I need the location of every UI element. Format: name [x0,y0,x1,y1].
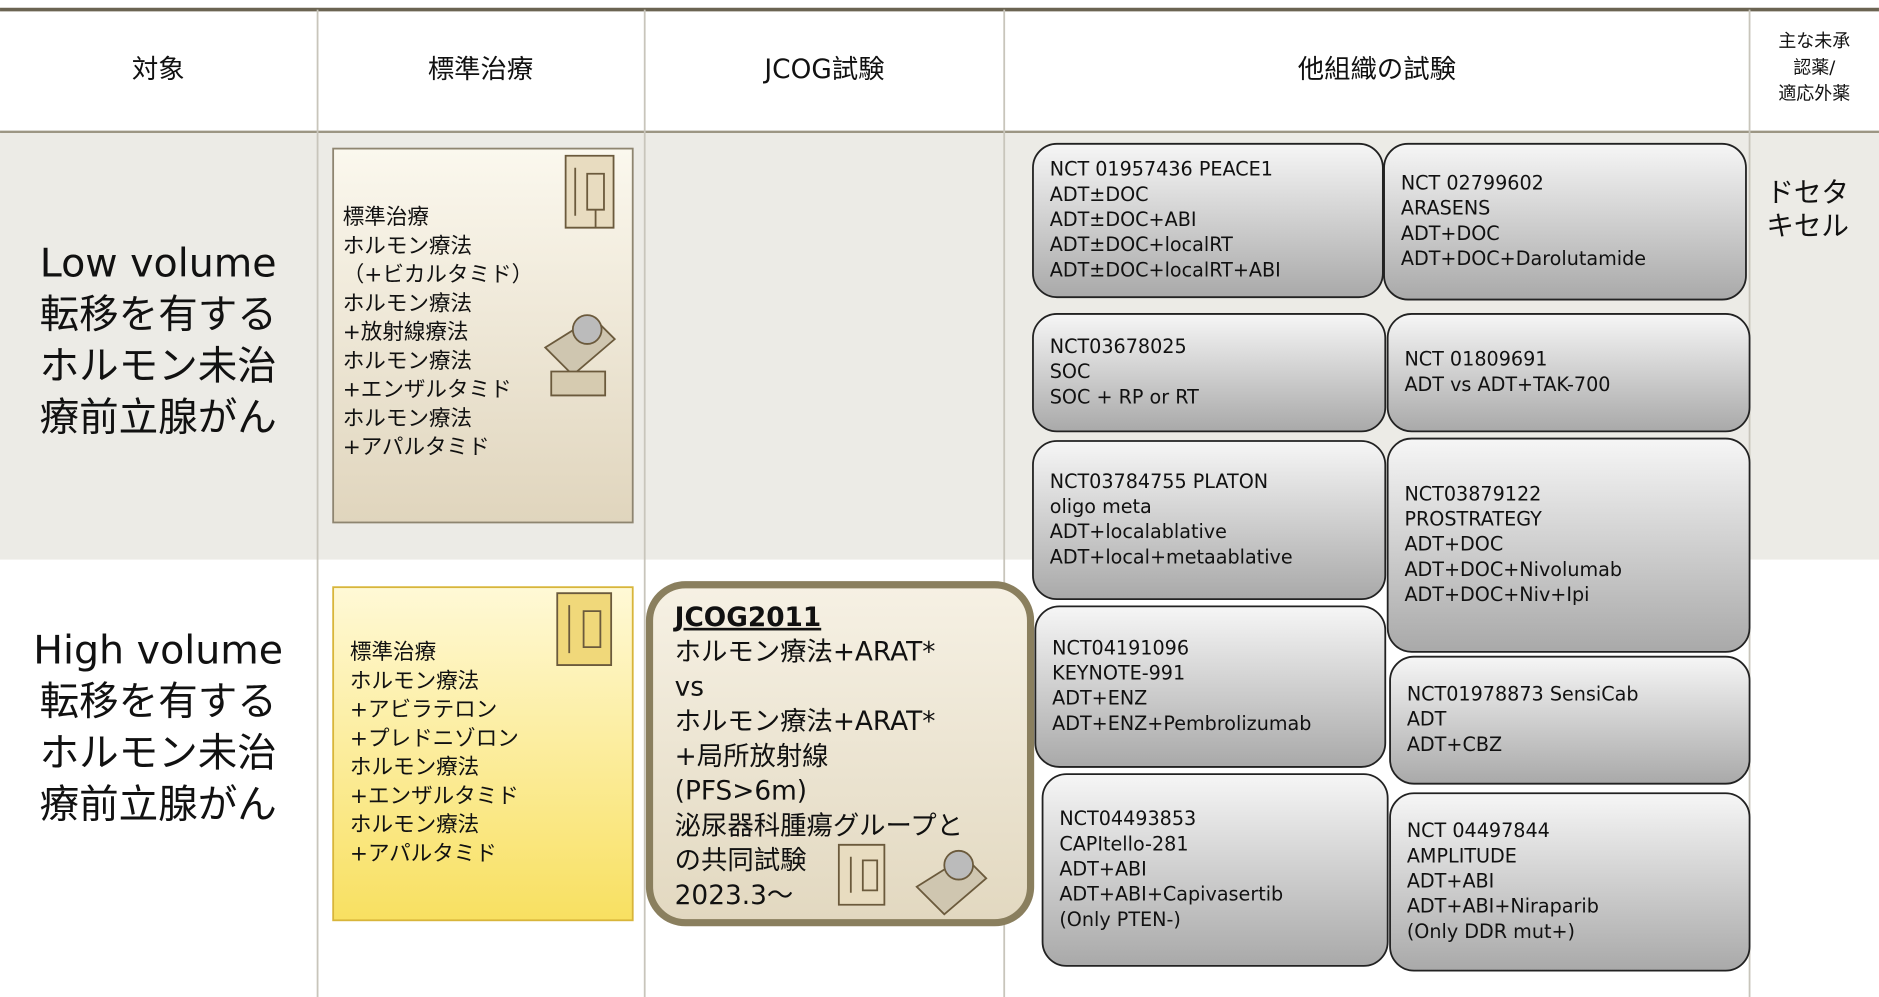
trial-text: NCT 01809691 [1404,348,1547,371]
jcog-text: の共同試験 [675,846,807,876]
standard-text: ホルモン療法 [343,291,472,316]
trial-text: NCT03784755 PLATON [1050,470,1268,493]
standard-text: ホルモン療法 [343,406,472,431]
icons [543,154,988,916]
trial-text: ADT±DOC+localRT [1050,233,1233,256]
trial-box [1389,792,1751,972]
unapproved-text: ドセタ [1766,177,1849,209]
trial-box [1386,313,1751,433]
trial-text: NCT04493853 [1059,807,1196,830]
trial-text: NCT 01957436 PEACE1 [1050,158,1273,181]
trial-text: NCT03678025 [1050,335,1187,358]
jcog-text: ホルモン療法+ARAT* [675,707,936,737]
column-header: 認薬/ [1793,57,1836,78]
standard-text: ホルモン療法 [343,234,472,259]
target-label: High volume [33,628,283,674]
standard-text: +アパルタミド [343,435,490,460]
jcog-text: ホルモン療法+ARAT* [675,638,936,668]
trial-text: ADT+DOC+Darolutamide [1401,247,1646,270]
column-header: 主な未承 [1778,31,1850,52]
trial-text: PROSTRATEGY [1404,508,1542,531]
trial-text: (Only PTEN-) [1059,908,1181,931]
target-label: ホルモン未治 [40,344,277,390]
trial-text: ADT±DOC+ABI [1050,208,1197,231]
trial-box [1383,142,1747,301]
target-label: 療前立腺がん [40,395,277,441]
unapproved-text: キセル [1766,211,1849,243]
column-header: 対象 [132,55,185,85]
trial-text: KEYNOTE-991 [1052,662,1185,685]
standard-text: +エンザルタミド [343,378,512,403]
standard-text: +アビラテロン [350,698,497,723]
trial-text: ADT+ABI [1407,869,1495,892]
trial-text: ADT+ABI [1059,857,1147,880]
trial-text: AMPLITUDE [1407,844,1517,867]
target-label: Low volume [40,241,277,287]
trial-text: ADT+DOC [1404,533,1503,556]
jcog-text: (PFS>6m) [675,777,807,807]
jcog-text: +局所放射線 [675,742,829,772]
standard-text: 標準治療 [343,205,429,230]
standard-text: ホルモン療法 [350,813,479,838]
target-label: 療前立腺がん [40,782,277,828]
trial-text: ADT vs ADT+TAK-700 [1404,373,1610,396]
column-header: 他組織の試験 [1298,55,1456,85]
trial-text: ADT [1407,708,1447,731]
jcog-text: vs [675,672,704,702]
trial-text: ADT+ENZ+Pembrolizumab [1052,712,1311,735]
trial-text: ADT+DOC+Niv+Ipi [1404,583,1589,606]
jcog-title: JCOG2011 [673,603,822,633]
trial-text: NCT04191096 [1052,636,1189,659]
trial-text: ADT+CBZ [1407,733,1502,756]
trial-text: SOC + RP or RT [1050,385,1199,408]
trial-text: ARASENS [1401,197,1491,220]
standard-text: +プレドニゾロン [350,726,519,751]
trial-text: SOC [1050,360,1091,383]
trial-text: ADT+local+metaablative [1050,545,1293,568]
trial-text: CAPItello-281 [1059,832,1188,855]
trial-text: ADT+DOC+Nivolumab [1404,558,1622,581]
trial-text: ADT±DOC [1050,183,1149,206]
standard-text: ホルモン療法 [350,669,479,694]
standard-text: +放射線療法 [343,320,469,345]
standard-text: +エンザルタミド [350,784,519,809]
trial-box [1032,313,1387,433]
standard-text: 標準治療 [350,640,436,665]
trial-text: ADT+ABI+Niraparib [1407,895,1599,918]
trial-box [1032,142,1384,299]
trial-text: ADT+DOC [1401,222,1500,245]
column-header: 標準治療 [428,55,533,85]
target-label: 転移を有する [40,292,277,338]
trial-text: ADT+ENZ [1052,687,1147,710]
trial-box [1389,655,1751,785]
target-label: 転移を有する [40,679,277,725]
trial-text: NCT01978873 SensiCab [1407,683,1639,706]
column-header: JCOG試験 [762,55,884,85]
trial-text: ADT±DOC+localRT+ABI [1050,258,1281,281]
trial-box [1041,773,1389,967]
jcog-box [645,581,1035,927]
target-label: ホルモン未治 [40,731,277,777]
column-header: 適応外薬 [1778,84,1850,105]
trial-text: NCT03879122 [1404,482,1541,505]
trial-text: ADT+ABI+Capivasertib [1059,883,1283,906]
standard-text: +アパルタミド [350,841,497,866]
standard-text: ホルモン療法 [350,755,479,780]
standard-text: （+ビカルタミド） [343,263,533,288]
trial-text: oligo meta [1050,495,1152,518]
trial-box [1386,437,1751,653]
jcog-text: 泌尿器科腫瘍グループと [675,811,963,841]
trial-text: NCT 02799602 [1401,171,1544,194]
jcog-text: 2023.3〜 [675,881,794,911]
trial-box [1032,440,1387,601]
trial-text: NCT 04497844 [1407,819,1550,842]
trial-text: ADT+localablative [1050,520,1227,543]
trial-text: (Only DDR mut+) [1407,920,1575,943]
trial-box [1034,605,1387,768]
standard-text: ホルモン療法 [343,349,472,374]
